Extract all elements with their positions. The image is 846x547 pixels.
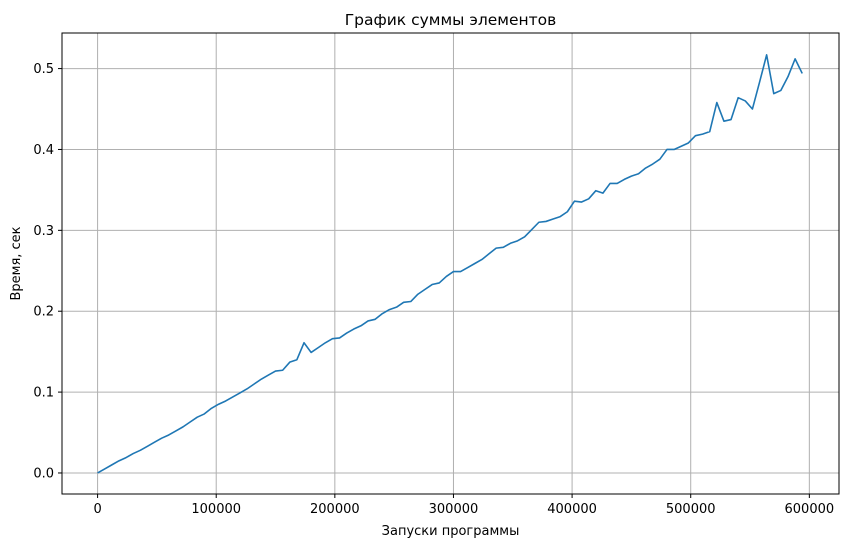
y-tick-label: 0.0	[33, 466, 54, 481]
grid	[62, 33, 839, 494]
y-tick-label: 0.2	[33, 305, 54, 320]
y-tick-label: 0.1	[33, 386, 54, 401]
series-line	[97, 54, 803, 474]
x-tick-label: 400000	[547, 502, 597, 517]
chart-title: График суммы элементов	[345, 11, 557, 29]
y-axis-label: Время, сек	[9, 226, 24, 300]
y-tick-label: 0.5	[33, 62, 54, 77]
ticks: 0 100000 200000 300000 400000 500000 600000 0.0…	[33, 62, 834, 517]
x-tick-label: 100000	[191, 502, 241, 517]
x-tick-label: 300000	[429, 502, 479, 517]
x-tick-label: 0	[93, 502, 101, 517]
y-tick-label: 0.3	[33, 224, 54, 239]
series-layer	[97, 54, 803, 474]
x-axis-label: Запуски программы	[382, 524, 520, 539]
x-tick-label: 600000	[785, 502, 835, 517]
x-tick-label: 500000	[666, 502, 716, 517]
y-tick-label: 0.4	[33, 143, 54, 158]
plot-frame	[61, 32, 840, 495]
x-tick-label: 200000	[310, 502, 360, 517]
